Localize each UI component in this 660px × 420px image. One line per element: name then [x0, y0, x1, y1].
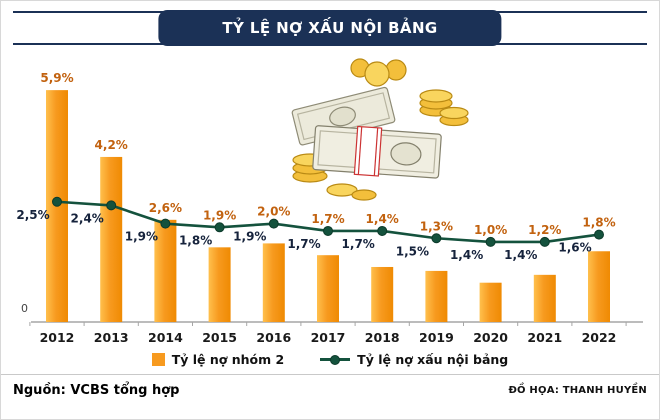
bar-value-label: 1,8% [582, 216, 615, 230]
bar-value-label: 1,4% [366, 212, 399, 226]
bar-value-label: 2,0% [257, 205, 290, 219]
bar [479, 282, 502, 322]
line-value-label: 1,6% [558, 241, 591, 255]
line-point [594, 229, 604, 240]
year-label: 2012 [40, 330, 75, 345]
year-label: 2015 [202, 330, 237, 345]
bar [262, 243, 285, 322]
source-text: Nguồn: VCBS tổng hợp [13, 383, 180, 398]
line-point [539, 236, 550, 247]
line-value-label: 1,4% [504, 248, 537, 262]
bar-value-label: 1,9% [203, 208, 236, 222]
gold-coin-stack-right [419, 89, 469, 127]
line-point [431, 233, 442, 244]
money-illustration [284, 54, 474, 204]
year-label: 2020 [473, 330, 508, 345]
line-value-label: 2,4% [71, 211, 104, 225]
bar-value-label: 1,2% [528, 223, 561, 237]
bar-value-label: 1,3% [420, 219, 453, 233]
line-value-label: 1,5% [396, 244, 429, 258]
line-value-label: 1,7% [342, 237, 375, 251]
title-bar: TỶ LỆ NỢ XẤU NỘI BẢNG [13, 10, 647, 46]
line-point [106, 200, 117, 211]
bar [317, 255, 339, 322]
year-label: 2016 [256, 330, 291, 345]
line-value-label: 1,9% [233, 230, 266, 244]
bar-series-swatch [151, 352, 165, 366]
bar-value-label: 4,2% [95, 138, 128, 152]
bar [533, 274, 556, 322]
bar-line-chart: 0 5,9% 2,5% 2012 4,2% 2,4% 2013 2,6% 1,9% 2014 1,9… [16, 71, 643, 345]
gold-coins-top [350, 58, 407, 87]
line-value-label: 1,9% [125, 230, 158, 244]
legend-item-line: Tỷ lệ nợ xấu nội bảng [320, 352, 508, 367]
chart-area: 0 5,9% 2,5% 2012 4,2% 2,4% 2013 2,6% 1,9% 2014 1,9… [1, 50, 659, 350]
footer: Nguồn: VCBS tổng hợp ĐỒ HỌA: THANH HUYỀN [1, 375, 659, 398]
line-point [377, 225, 388, 236]
legend-item-bar: Tỷ lệ nợ nhóm 2 [151, 351, 285, 367]
bar-value-label: 2,6% [149, 201, 182, 215]
line-point [323, 225, 333, 236]
line-point [52, 196, 62, 207]
y-axis-zero-label: 0 [21, 302, 28, 315]
line-series-swatch [320, 353, 351, 366]
footer-divider [1, 374, 659, 375]
year-label: 2021 [527, 330, 562, 345]
year-label: 2019 [419, 330, 454, 345]
gold-coins-front [326, 183, 377, 201]
line-value-label: 2,5% [16, 208, 49, 222]
page-title: TỶ LỆ NỢ XẤU NỘI BẢNG [158, 10, 502, 46]
line-point [485, 236, 496, 247]
line-value-label: 1,4% [450, 248, 483, 262]
line-series-label: Tỷ lệ nợ xấu nội bảng [357, 351, 509, 367]
year-label: 2013 [94, 330, 129, 345]
bill-bundle-front [312, 125, 442, 179]
bar [154, 219, 177, 322]
line-swatch-dot [330, 354, 341, 365]
line-point [160, 218, 171, 229]
bar-value-label: 1,0% [474, 223, 507, 237]
credit-text: ĐỒ HỌA: THANH HUYỀN [508, 385, 647, 396]
line-point [214, 222, 225, 233]
bar [371, 266, 394, 322]
money-illustration-svg [291, 58, 469, 201]
bar [100, 156, 123, 322]
bar [425, 270, 448, 322]
line-value-label: 1,8% [179, 233, 212, 247]
legend: Tỷ lệ nợ nhóm 2 Tỷ lệ nợ xấu nội bảng [1, 350, 659, 368]
bar [588, 251, 610, 322]
year-label: 2018 [365, 330, 400, 345]
bar [208, 247, 231, 322]
bar-value-label: 1,7% [311, 212, 344, 226]
year-label: 2022 [582, 330, 617, 345]
line-point [268, 218, 279, 229]
bar-series-label: Tỷ lệ nợ nhóm 2 [171, 351, 285, 367]
line-value-label: 1,7% [287, 237, 320, 251]
bar-value-label: 5,9% [40, 71, 73, 85]
year-label: 2014 [148, 330, 183, 345]
year-label: 2017 [311, 330, 346, 345]
